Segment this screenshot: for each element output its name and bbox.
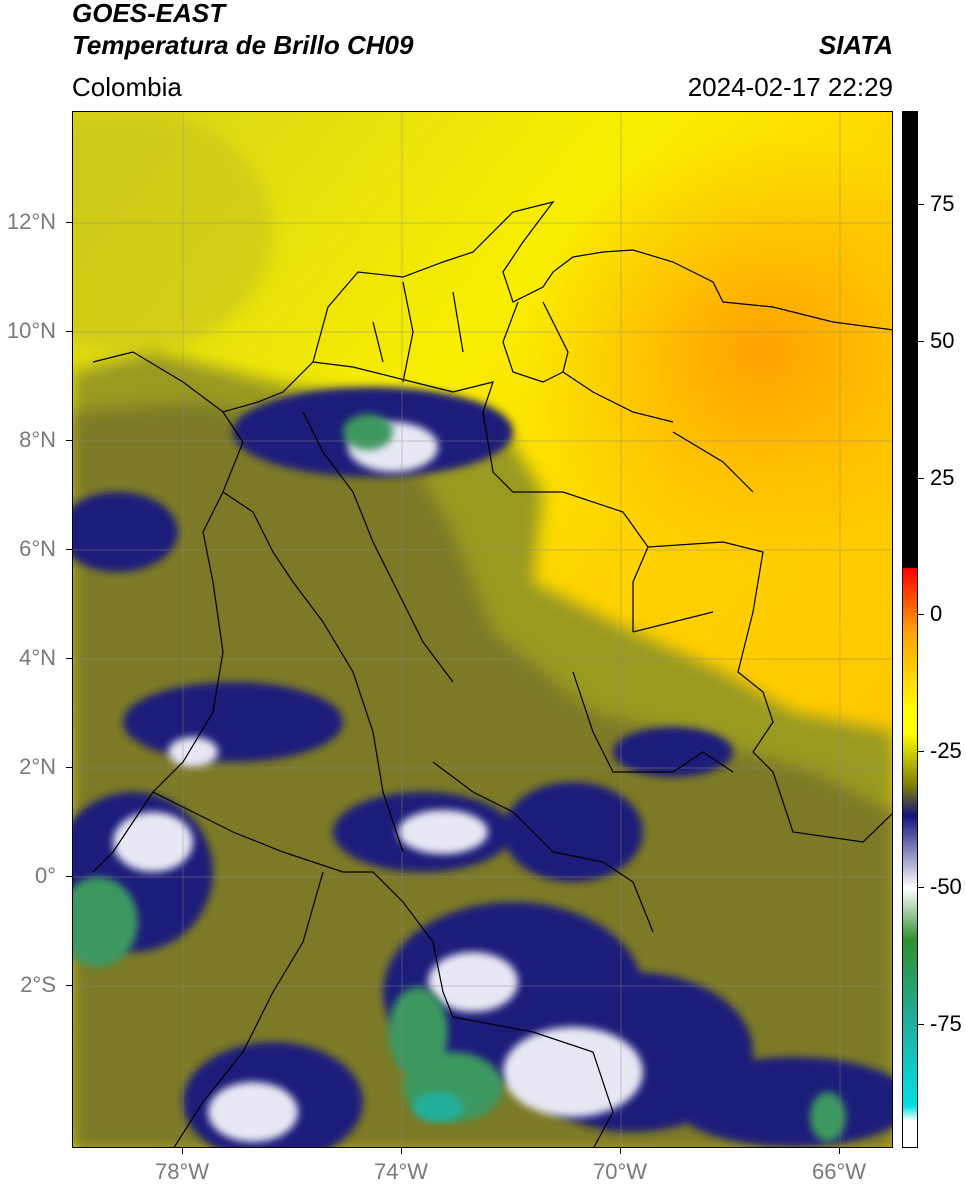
lon-label-74w: 74°W [373,1159,429,1184]
lon-label-70w: 70°W [592,1159,648,1184]
lat-tick-mark [66,767,72,768]
lat-label-12n: 12°N [6,209,56,234]
colorbar-tick-mark [918,478,924,479]
lat-tick-mark [66,222,72,223]
colorbar-tick-mark [918,341,924,342]
lat-tick-mark [66,876,72,877]
lon-label-78w: 78°W [154,1159,210,1184]
lat-label-2s: 2°S [20,972,56,997]
lon-tick-mark [620,1148,621,1154]
colorbar-tick-mark [918,614,924,615]
colorbar-tick-mark [918,1024,924,1025]
lat-tick-mark [66,331,72,332]
colorbar [902,111,918,1148]
colorbar-tick-mark [918,887,924,888]
lat-tick-mark [66,985,72,986]
colorbar-label-minus75: -75 [930,1011,962,1036]
colorbar-label-50: 50 [930,328,955,353]
lat-label-2n: 2°N [19,754,56,779]
lon-tick-mark [401,1148,402,1154]
lat-label-4n: 4°N [19,645,56,670]
colorbar-label-minus25: -25 [930,738,962,763]
lon-tick-mark [839,1148,840,1154]
source-label: SIATA [818,30,893,60]
lon-label-66w: 66°W [811,1159,867,1184]
title-line-1: GOES-EAST [72,0,226,28]
colorbar-label-0: 0 [930,601,943,626]
datetime-label: 2024-02-17 22:29 [687,72,893,102]
borders [92,201,892,1147]
colorbar-label-minus50: -50 [930,874,962,899]
lat-label-0: 0° [34,863,56,888]
region-label: Colombia [72,72,182,102]
lat-tick-mark [66,658,72,659]
colorbar-tick-mark [918,751,924,752]
lat-tick-mark [66,440,72,441]
lat-label-6n: 6°N [19,536,56,561]
lat-tick-mark [66,549,72,550]
lat-label-10n: 10°N [6,318,56,343]
colorbar-tick-mark [918,204,924,205]
lon-tick-mark [182,1148,183,1154]
colorbar-label-75: 75 [930,191,955,216]
title-line-2: Temperatura de Brillo CH09 [72,30,414,60]
satellite-map [72,111,893,1148]
lat-label-8n: 8°N [19,427,56,452]
map-canvas [73,112,892,1147]
colorbar-label-25: 25 [930,465,955,490]
graticule [73,112,892,1147]
